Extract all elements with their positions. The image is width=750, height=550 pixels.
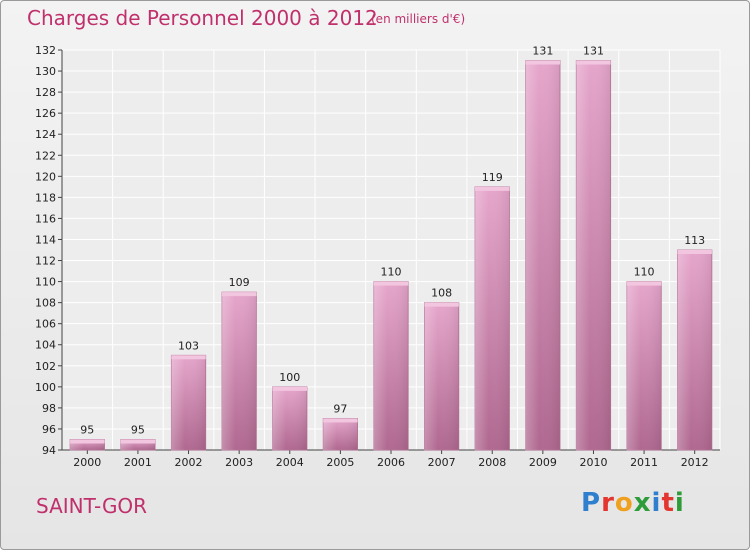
bar-shade-2003 — [221, 292, 257, 450]
chart-title: Charges de Personnel 2000 à 2012 — [27, 6, 378, 30]
y-tick-label: 122 — [35, 149, 56, 162]
x-tick-label-2000: 2000 — [73, 456, 101, 469]
data-label-2009: 131 — [532, 45, 553, 58]
bar-top-2010 — [576, 60, 611, 65]
y-tick-label: 102 — [35, 360, 56, 373]
logo-letter: r — [601, 488, 615, 518]
bar-shade-2012 — [677, 250, 712, 450]
y-tick-label: 106 — [35, 318, 56, 331]
bar-shade-2010 — [576, 60, 611, 451]
bar-top-2012 — [677, 250, 712, 254]
logo-letter: t — [661, 488, 675, 518]
bar-shade-2006 — [373, 281, 409, 450]
y-tick-label: 116 — [35, 212, 56, 225]
y-tick-label: 112 — [35, 255, 56, 268]
bar-top-2009 — [525, 60, 561, 65]
bar-top-2008 — [475, 186, 510, 191]
bar-top-2000 — [70, 439, 105, 444]
x-tick-label-2004: 2004 — [276, 456, 304, 469]
data-label-2002: 103 — [178, 339, 199, 352]
data-label-2001: 95 — [131, 423, 145, 436]
y-tick-label: 108 — [35, 297, 56, 310]
data-label-2011: 110 — [634, 266, 655, 279]
x-tick-label-2010: 2010 — [579, 456, 607, 469]
bar-top-2002 — [171, 355, 206, 360]
bar-top-2011 — [626, 281, 662, 286]
y-tick-label: 120 — [35, 170, 56, 183]
bar-top-2007 — [424, 302, 459, 307]
bar-top-2005 — [323, 418, 358, 423]
y-tick-label: 94 — [42, 444, 56, 457]
x-tick-label-2011: 2011 — [630, 456, 658, 469]
data-label-2006: 110 — [381, 266, 402, 279]
logo-letter: o — [614, 488, 634, 518]
x-tick-label-2007: 2007 — [428, 456, 456, 469]
bar-top-2006 — [373, 281, 409, 286]
x-tick-label-2003: 2003 — [225, 456, 253, 469]
logo-letter: i — [674, 488, 685, 518]
y-tick-label: 126 — [35, 107, 56, 120]
y-tick-label: 128 — [35, 86, 56, 99]
bar-top-2003 — [221, 292, 257, 297]
bar-shade-2007 — [424, 302, 459, 450]
y-tick-label: 96 — [42, 423, 56, 436]
x-tick-label-2006: 2006 — [377, 456, 405, 469]
y-tick-label: 118 — [35, 191, 56, 204]
y-tick-label: 104 — [35, 339, 56, 352]
x-tick-label-2005: 2005 — [326, 456, 354, 469]
data-label-2004: 100 — [279, 371, 300, 384]
bar-top-2004 — [272, 386, 307, 391]
y-tick-label: 130 — [35, 65, 56, 78]
y-tick-label: 114 — [35, 233, 56, 246]
data-label-2000: 95 — [80, 423, 94, 436]
chart-subtitle: (en milliers d'€) — [371, 12, 466, 26]
x-tick-label-2009: 2009 — [529, 456, 557, 469]
bar-shade-2002 — [171, 355, 206, 450]
x-tick-label-2012: 2012 — [681, 456, 709, 469]
data-label-2012: 113 — [684, 234, 705, 247]
bar-top-2001 — [120, 439, 156, 444]
bar-shade-2005 — [323, 418, 358, 450]
data-label-2007: 108 — [431, 287, 452, 300]
logo-letter: x — [633, 488, 652, 518]
bar-shade-2011 — [626, 281, 662, 450]
x-tick-label-2002: 2002 — [175, 456, 203, 469]
x-tick-label-2008: 2008 — [478, 456, 506, 469]
x-tick-label-2001: 2001 — [124, 456, 152, 469]
data-label-2010: 131 — [583, 45, 604, 58]
bar-shade-2009 — [525, 60, 561, 451]
logo-letter: i — [651, 488, 662, 518]
y-tick-label: 110 — [35, 276, 56, 289]
data-label-2003: 109 — [229, 276, 250, 289]
logo-letter: P — [581, 488, 602, 518]
bar-shade-2004 — [272, 386, 307, 450]
town-name: SAINT-GOR — [36, 494, 148, 518]
bar-shade-2000 — [70, 439, 105, 450]
y-tick-label: 124 — [35, 128, 56, 141]
proxiti-logo: Proxiti — [581, 488, 685, 518]
y-tick-label: 98 — [42, 402, 56, 415]
data-label-2008: 119 — [482, 171, 503, 184]
y-tick-label: 132 — [35, 44, 56, 57]
bar-shade-2001 — [120, 439, 156, 450]
y-tick-label: 100 — [35, 381, 56, 394]
bar-shade-2008 — [475, 186, 510, 450]
data-label-2005: 97 — [333, 402, 347, 415]
